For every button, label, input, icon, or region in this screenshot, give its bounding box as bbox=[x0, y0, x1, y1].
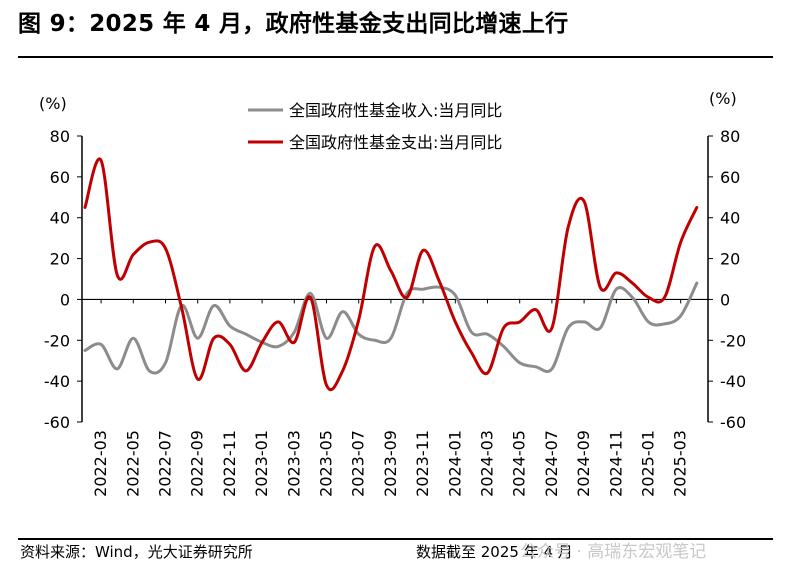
data-as-of-note: 数据截至 2025 年 4 月 bbox=[416, 543, 573, 561]
x-tick-label: 2022-07 bbox=[156, 430, 175, 497]
y-tick-label-left: 0 bbox=[60, 290, 70, 309]
y-tick-label-right: -40 bbox=[720, 372, 746, 391]
x-tick-label: 2024-01 bbox=[445, 430, 464, 497]
y-tick-label-left: 80 bbox=[50, 127, 70, 146]
source-note: 资料来源：Wind，光大证券研究所 bbox=[20, 543, 253, 561]
x-tick-label: 2025-03 bbox=[671, 430, 690, 497]
legend-label: 全国政府性基金支出:当月同比 bbox=[289, 133, 502, 152]
x-tick-label: 2023-07 bbox=[349, 430, 368, 497]
legend-label: 全国政府性基金收入:当月同比 bbox=[289, 101, 502, 120]
x-tick-label: 2023-05 bbox=[317, 430, 336, 497]
x-tick-label: 2023-09 bbox=[381, 430, 400, 497]
x-tick-label: 2024-03 bbox=[478, 430, 497, 497]
x-tick-label: 2022-09 bbox=[188, 430, 207, 497]
y-axis-right-ticks: 80 60 40 20 0 -20 -40 -60 bbox=[708, 127, 746, 432]
chart-axes bbox=[81, 136, 709, 422]
y-axis-left-unit: (%) bbox=[39, 94, 67, 113]
x-tick-label: 2022-11 bbox=[220, 430, 239, 497]
y-tick-label-right: 80 bbox=[720, 127, 740, 146]
y-axis-left-ticks: 80 60 40 20 0 -20 -40 -60 bbox=[44, 127, 82, 432]
x-tick-label: 2022-03 bbox=[91, 430, 110, 497]
line-chart: 80 60 40 20 0 -20 -40 -60 80 60 40 20 0 -20 -40 -60 20… bbox=[39, 89, 746, 497]
y-tick-label-left: 40 bbox=[50, 209, 70, 228]
series-expenditure-line bbox=[83, 157, 699, 392]
x-tick-label: 2024-11 bbox=[606, 430, 625, 497]
series-income-line bbox=[83, 281, 699, 375]
x-tick-label: 2023-01 bbox=[252, 430, 271, 497]
y-axis-right-unit: (%) bbox=[709, 89, 737, 108]
x-tick-label: 2023-11 bbox=[413, 430, 432, 497]
y-tick-label-right: 20 bbox=[720, 250, 740, 269]
y-tick-label-left: -40 bbox=[44, 372, 70, 391]
y-tick-label-right: 40 bbox=[720, 209, 740, 228]
bottom-rule bbox=[18, 538, 773, 540]
top-rule bbox=[18, 56, 773, 58]
y-tick-label-left: -60 bbox=[44, 413, 70, 432]
y-tick-label-right: -60 bbox=[720, 413, 746, 432]
y-tick-label-left: 60 bbox=[50, 168, 70, 187]
y-tick-label-right: -20 bbox=[720, 331, 746, 350]
x-axis-ticks: 2022-03 2022-05 2022-07 2022-09 2022-11 2023-… bbox=[91, 299, 690, 497]
x-tick-label: 2023-03 bbox=[284, 430, 303, 497]
y-tick-label-right: 60 bbox=[720, 168, 740, 187]
watermark: 公众号 · 高瑞东宏观笔记 bbox=[520, 542, 707, 562]
x-tick-label: 2024-07 bbox=[542, 430, 561, 497]
page-title: 图 9：2025 年 4 月，政府性基金支出同比增速上行 bbox=[18, 11, 569, 37]
x-tick-label: 2022-05 bbox=[123, 430, 142, 497]
y-tick-label-right: 0 bbox=[720, 290, 730, 309]
x-tick-label: 2024-09 bbox=[574, 430, 593, 497]
x-tick-label: 2025-01 bbox=[639, 430, 658, 497]
x-tick-label: 2024-05 bbox=[510, 430, 529, 497]
y-tick-label-left: -20 bbox=[44, 331, 70, 350]
series-lines bbox=[83, 157, 699, 392]
y-tick-label-left: 20 bbox=[50, 250, 70, 269]
